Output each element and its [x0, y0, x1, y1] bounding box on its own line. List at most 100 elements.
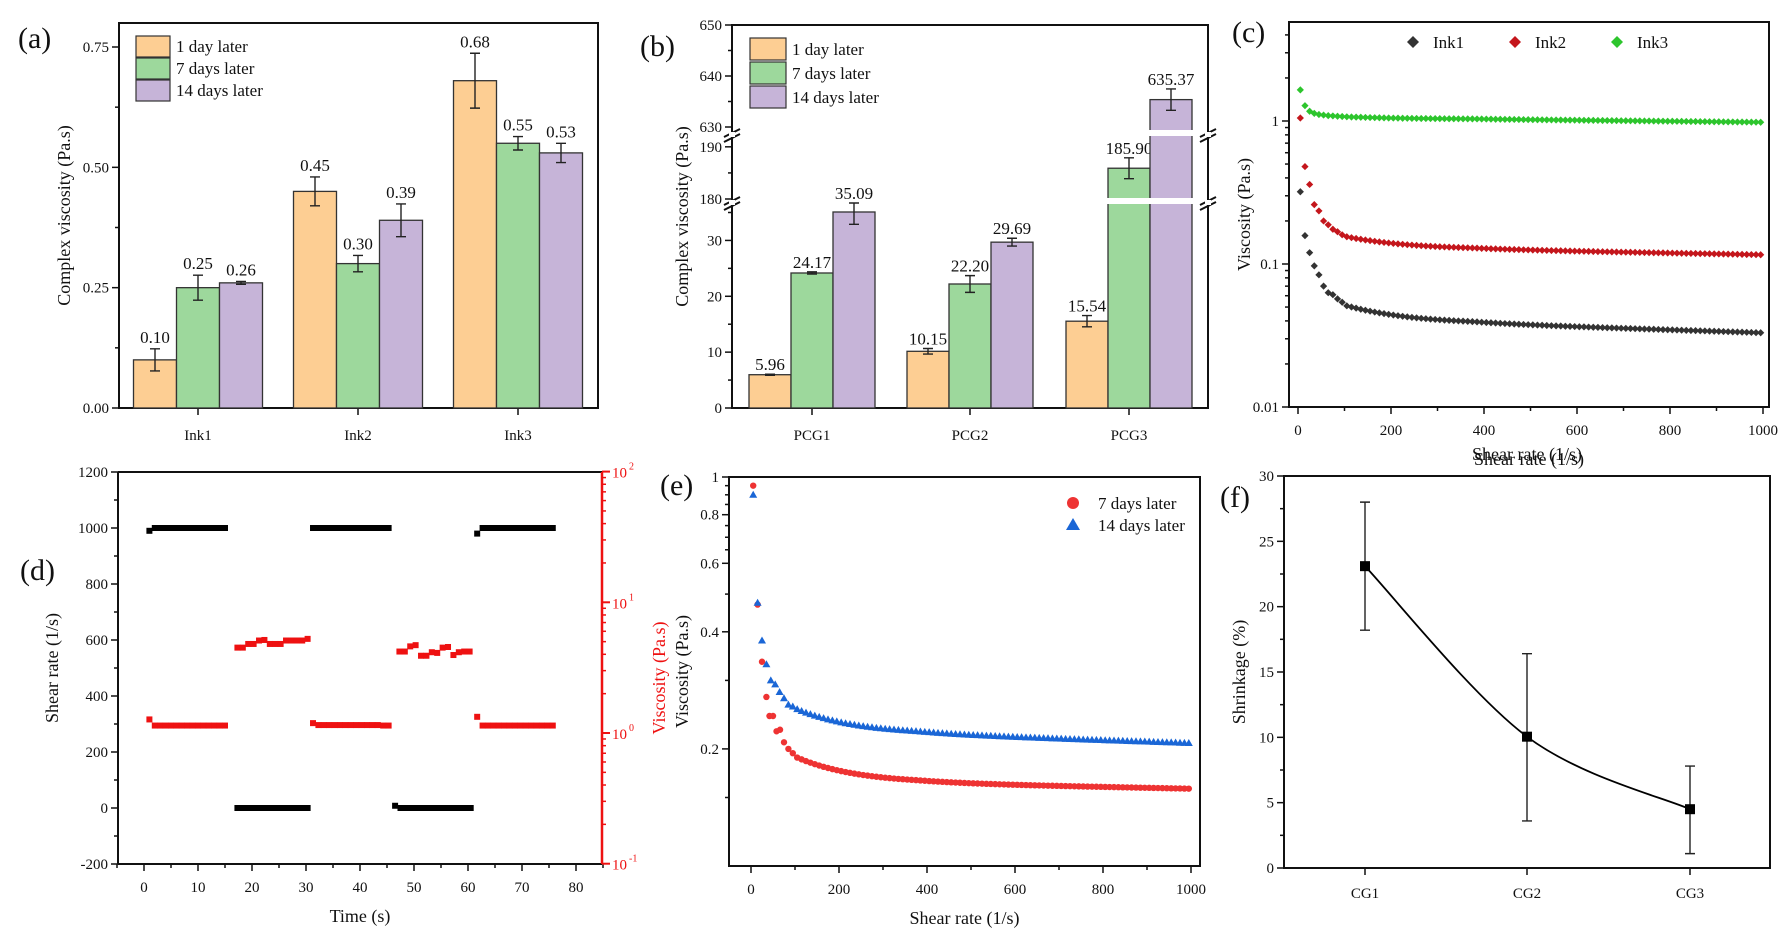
error-bar — [965, 274, 975, 294]
data-point — [1608, 117, 1616, 125]
data-point — [495, 525, 502, 531]
data-point — [234, 644, 241, 651]
data-label: 10.15 — [909, 330, 947, 349]
error-bar — [396, 203, 406, 238]
data-label: 0.10 — [140, 328, 170, 347]
data-point — [1333, 228, 1342, 236]
data-point — [364, 722, 371, 729]
legend-marker — [1066, 518, 1080, 530]
data-point — [1306, 180, 1314, 189]
data-point — [1757, 118, 1765, 126]
data-point — [1422, 114, 1430, 123]
data-point — [1324, 112, 1332, 120]
y-tick-label: 0.4 — [700, 625, 719, 641]
data-point — [1668, 249, 1676, 257]
data-point — [342, 722, 349, 729]
bar — [832, 211, 876, 409]
data-point — [1371, 114, 1379, 122]
data-point — [533, 525, 540, 531]
y-tick-label: 0 — [715, 401, 723, 417]
error-bar — [353, 254, 363, 273]
data-point — [1524, 321, 1532, 329]
data-point — [544, 525, 551, 531]
x-tick-label: 0 — [1294, 423, 1302, 439]
data-point — [200, 722, 207, 729]
data-point — [753, 598, 762, 606]
data-point — [184, 525, 191, 531]
data-point — [474, 530, 481, 537]
legend-label: 7 days later — [1098, 494, 1177, 513]
data-point — [380, 525, 387, 531]
data-point — [358, 722, 365, 729]
data-point — [1640, 117, 1649, 125]
data-point — [1715, 118, 1723, 126]
data-point — [374, 525, 381, 531]
data-point — [1747, 118, 1755, 126]
x-tick-label: 200 — [1380, 423, 1403, 439]
data-point — [1515, 320, 1523, 328]
data-point — [413, 805, 420, 811]
y-tick-label: 650 — [700, 18, 723, 34]
data-point — [1552, 116, 1560, 124]
data-point — [474, 713, 481, 720]
legend-swatch — [135, 79, 171, 102]
y-tick-label: 10 — [1259, 730, 1274, 746]
data-point — [408, 805, 415, 811]
data-point — [769, 712, 777, 720]
right-y-tick-label: 10 — [612, 466, 627, 482]
data-point — [1580, 116, 1588, 124]
data-point — [173, 722, 180, 729]
data-label: 0.68 — [460, 32, 490, 51]
right-y-tick-exponent: 1 — [629, 592, 634, 603]
data-point — [1529, 246, 1537, 254]
bar — [1149, 98, 1193, 409]
data-point — [1668, 326, 1676, 334]
data-point — [1685, 804, 1695, 815]
data-label: 5.96 — [755, 355, 785, 374]
x-tick-label: 20 — [245, 880, 260, 896]
legend-label: 7 days later — [792, 64, 871, 83]
y-tick-label: 30 — [707, 233, 722, 249]
data-point — [810, 711, 819, 719]
axis-break-gap — [1205, 132, 1211, 137]
data-point — [1654, 117, 1662, 125]
data-point — [1543, 246, 1551, 255]
data-point — [1747, 328, 1755, 337]
data-point — [173, 525, 180, 531]
data-label: 35.09 — [835, 184, 873, 203]
data-point — [788, 702, 797, 710]
panel-f-chart: Shear rate (1/s) 0 5 10 15 20 25 30 CG1 CG2 CG3 Shr… — [1229, 444, 1771, 902]
data-point — [239, 644, 246, 651]
data-point — [277, 640, 284, 647]
data-point — [1691, 249, 1700, 258]
data-point — [1524, 116, 1532, 124]
y-tick-label: 0.50 — [83, 160, 109, 176]
data-point — [1459, 244, 1467, 252]
data-point — [1743, 328, 1751, 336]
data-point — [1575, 247, 1583, 255]
data-point — [466, 648, 473, 655]
data-point — [1329, 291, 1337, 299]
data-point — [1492, 319, 1500, 327]
axis-break-gap — [1107, 198, 1206, 204]
right-y-tick-label: 10 — [612, 727, 627, 743]
data-point — [750, 482, 757, 489]
panel-label-a: (a) — [18, 22, 51, 55]
data-point — [1450, 317, 1458, 325]
bar — [538, 152, 584, 409]
data-point — [1301, 231, 1309, 240]
data-point — [1757, 251, 1765, 259]
x-tick-label: 50 — [407, 880, 422, 896]
data-point — [1743, 250, 1751, 259]
data-point — [819, 714, 828, 722]
data-point — [1636, 117, 1644, 125]
data-point — [797, 706, 806, 714]
data-point — [1343, 233, 1351, 241]
data-point — [1450, 243, 1458, 251]
data-point — [195, 722, 201, 729]
data-point — [1436, 243, 1444, 251]
data-point — [806, 710, 815, 718]
data-point — [342, 525, 349, 531]
data-point — [1543, 116, 1551, 124]
data-point — [1701, 250, 1709, 258]
